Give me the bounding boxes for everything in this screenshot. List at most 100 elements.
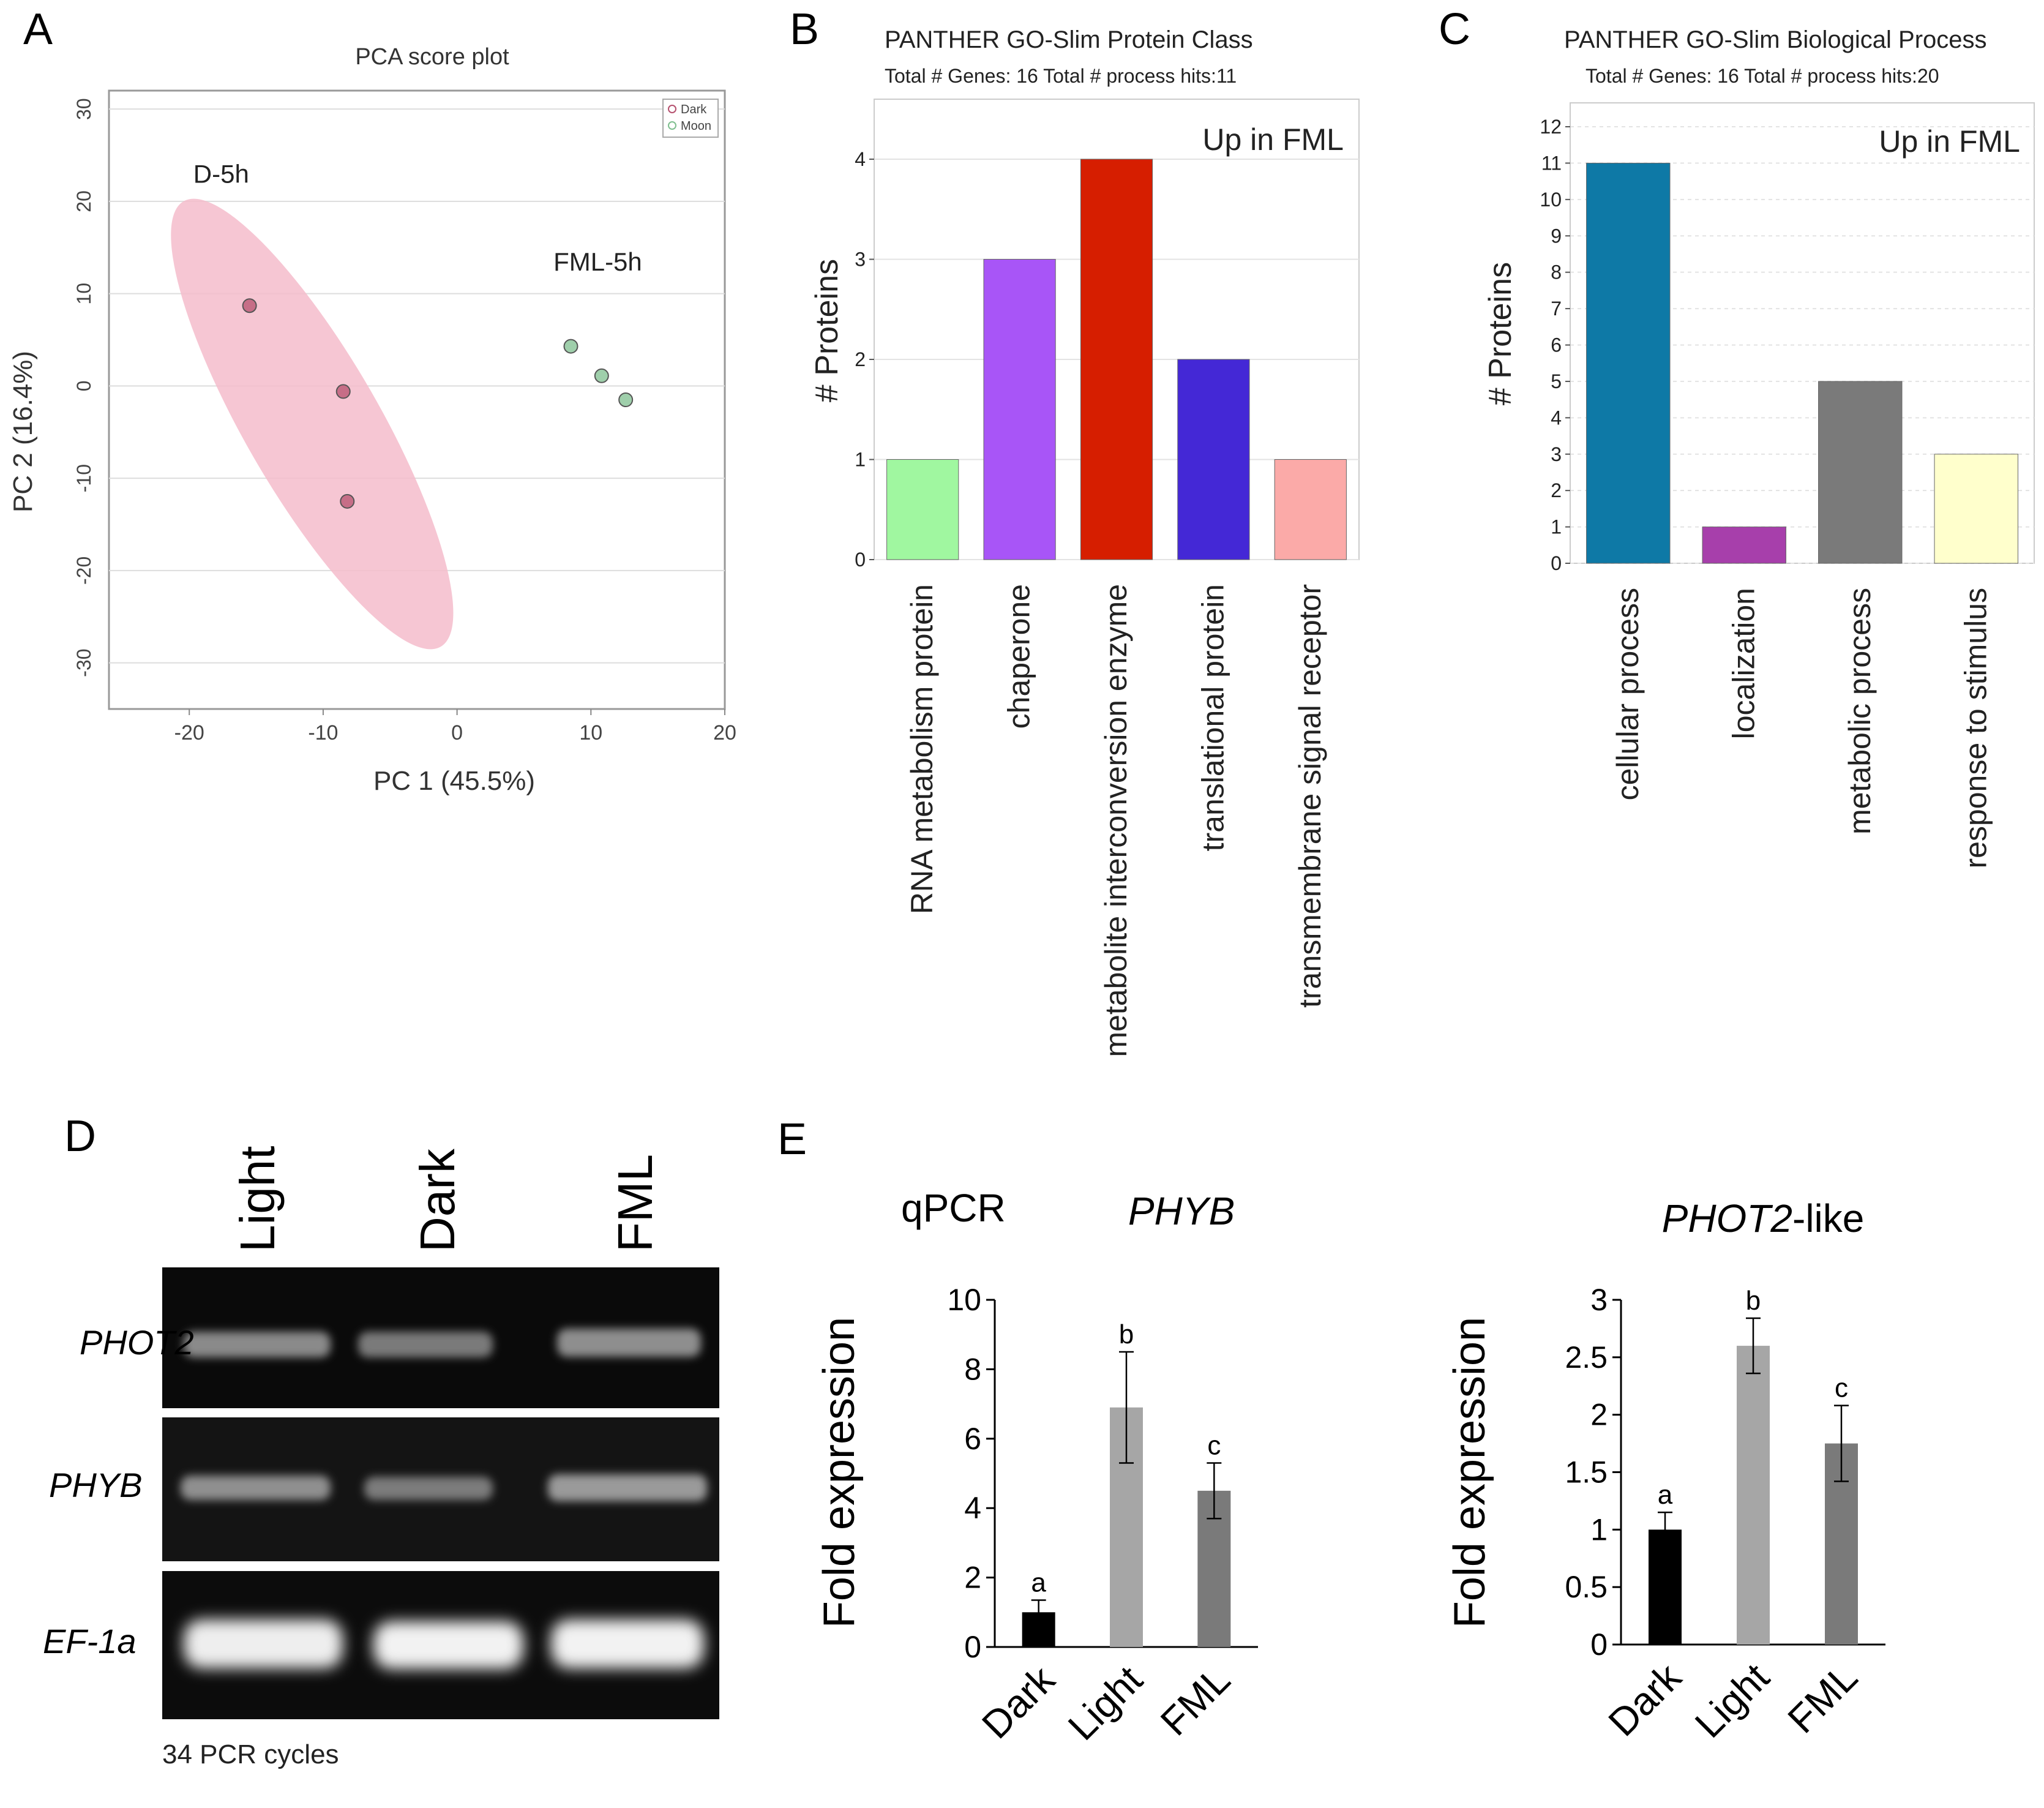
biological-process-y-tick-label: 7 bbox=[1551, 298, 1562, 320]
pca-x-axis-label: PC 1 (45.5%) bbox=[373, 766, 535, 796]
gene-label-ef1a: EF-1a bbox=[43, 1622, 137, 1660]
protein-class-y-tick-label: 4 bbox=[855, 148, 866, 170]
qpcr-phyb-y-tick-label: 8 bbox=[964, 1352, 981, 1386]
gene-label-phot2: PHOT2 bbox=[80, 1323, 194, 1362]
protein-class-bars bbox=[886, 159, 1347, 560]
qpcr-bars-phot2: a b c bbox=[1649, 1286, 1858, 1645]
qpcr-phyb-significance-dark: a bbox=[1031, 1567, 1046, 1597]
legend-marker-dark bbox=[668, 105, 676, 113]
qpcr-phot2-y-tick-label: 1 bbox=[1590, 1512, 1608, 1547]
qpcr-phot2-y-tick-label: 3 bbox=[1590, 1283, 1608, 1317]
qpcr-y-axis-label-phyb: Fold expression bbox=[815, 1317, 864, 1628]
protein-class-y-tick-label: 0 bbox=[855, 549, 866, 571]
biological-process-annotation: Up in FML bbox=[1879, 124, 2020, 159]
qpcr-title-phyb: PHYB bbox=[1128, 1189, 1235, 1233]
pca-point-moon-3 bbox=[618, 392, 634, 407]
protein-class-category-chaperone: chaperone bbox=[1002, 584, 1036, 729]
pca-y-tick-label: -20 bbox=[73, 557, 95, 585]
lane-label-fml: FML bbox=[608, 1154, 662, 1252]
legend-marker-moon bbox=[668, 121, 676, 130]
gel-band-phyb-light bbox=[181, 1476, 331, 1500]
gel-band-ef1a-fml bbox=[551, 1619, 704, 1668]
qpcr-axes-phot2: 0 0.5 1 1.5 2 2.5 3 bbox=[1565, 1283, 1885, 1662]
qpcr-phot2-category-light: Light bbox=[1686, 1655, 1778, 1746]
gel-band-ef1a-light bbox=[184, 1619, 343, 1668]
qpcr-axes-phyb: 0 2 4 6 8 10 bbox=[947, 1283, 1258, 1664]
biological-process-title: PANTHER GO-Slim Biological Process bbox=[1564, 26, 1987, 53]
protein-class-subtitle: Total # Genes: 16 Total # process hits:1… bbox=[885, 65, 1237, 87]
biological-process-category-cellular-process: cellular process bbox=[1611, 588, 1645, 800]
panel-letter-c: C bbox=[1439, 5, 1470, 54]
pca-y-tick-label: -10 bbox=[73, 464, 95, 492]
pca-x-tick-label: 20 bbox=[713, 721, 736, 745]
protein-class-y-tick-label: 3 bbox=[855, 249, 866, 271]
pca-group-label-dark: D-5h bbox=[193, 160, 249, 189]
gel-band-phot2-light bbox=[184, 1332, 331, 1357]
pca-x-tick-label: -20 bbox=[174, 721, 204, 745]
pca-point-dark-3 bbox=[340, 493, 355, 509]
panel-letter-a: A bbox=[23, 5, 53, 54]
protein-class-y-tick-label: 1 bbox=[855, 449, 866, 471]
biological-process-y-tick-label: 10 bbox=[1540, 189, 1562, 211]
lane-label-light: Light bbox=[230, 1146, 285, 1252]
legend-label-moon: Moon bbox=[681, 119, 711, 133]
pca-y-tick-label: 20 bbox=[73, 190, 95, 212]
protein-class-category-rna-metabolism-protein: RNA metabolism protein bbox=[905, 584, 939, 914]
biological-process-category-metabolic-process: metabolic process bbox=[1843, 588, 1877, 835]
gel-band-phot2-dark bbox=[358, 1332, 493, 1357]
protein-class-y-axis-label: # Proteins bbox=[809, 259, 845, 402]
pca-point-dark-1 bbox=[242, 298, 257, 313]
qpcr-phot2-y-tick-label: 2 bbox=[1590, 1398, 1608, 1432]
biological-process-y-tick-label: 6 bbox=[1551, 334, 1562, 356]
pca-y-tick-label: -30 bbox=[73, 649, 95, 677]
qpcr-phot2-significance-light: b bbox=[1746, 1286, 1761, 1316]
qpcr-phyb-y-tick-label: 0 bbox=[964, 1630, 981, 1664]
gel-band-ef1a-dark bbox=[373, 1621, 523, 1669]
pca-point-moon-2 bbox=[594, 368, 609, 383]
protein-class-bar-metabolite-interconversion-enzyme bbox=[1080, 159, 1153, 560]
qpcr-phot2-y-tick-label: 0.5 bbox=[1565, 1570, 1608, 1604]
gel-band-phyb-fml bbox=[548, 1474, 707, 1501]
protein-class-y-tick-label: 2 bbox=[855, 348, 866, 370]
pca-y-axis-label: PC 2 (16.4%) bbox=[8, 351, 38, 512]
qpcr-phyb-y-tick-label: 10 bbox=[947, 1283, 981, 1317]
pca-y-tick-label: 0 bbox=[73, 380, 95, 391]
panel-a: A PCA score plot -30 -20 -10 0 10 20 30 -20 -10 0… bbox=[8, 5, 736, 796]
panel-letter-b: B bbox=[790, 5, 819, 54]
qpcr-phot2-significance-fml: c bbox=[1835, 1373, 1848, 1403]
biological-process-y-tick-label: 9 bbox=[1551, 225, 1562, 247]
biological-process-bar-localization bbox=[1702, 527, 1786, 564]
qpcr-phyb-y-tick-label: 4 bbox=[964, 1491, 981, 1525]
pca-legend: Dark Moon bbox=[662, 99, 719, 138]
biological-process-category-response-to-stimulus: response to stimulus bbox=[1958, 588, 1993, 869]
qpcr-phot2-significance-dark: a bbox=[1658, 1480, 1673, 1510]
qpcr-phyb-significance-fml: c bbox=[1207, 1430, 1221, 1460]
qpcr-phyb-y-tick-label: 2 bbox=[964, 1561, 981, 1595]
pca-point-dark-2 bbox=[335, 384, 351, 399]
pca-point-moon-1 bbox=[563, 339, 578, 354]
protein-class-bar-rna-metabolism-protein bbox=[886, 459, 959, 560]
gel-band-phyb-dark bbox=[364, 1477, 493, 1500]
biological-process-y-tick-label: 5 bbox=[1551, 370, 1562, 392]
qpcr-phot2-category-fml: FML bbox=[1779, 1655, 1865, 1741]
biological-process-bars bbox=[1586, 162, 2018, 564]
qpcr-phot2-y-tick-label: 2.5 bbox=[1565, 1340, 1608, 1375]
qpcr-phot2-y-tick-label: 0 bbox=[1590, 1627, 1608, 1662]
pca-group-label-moon: FML-5h bbox=[553, 247, 642, 276]
pca-y-tick-label: 10 bbox=[73, 283, 95, 305]
biological-process-subtitle: Total # Genes: 16 Total # process hits:2… bbox=[1585, 65, 1939, 87]
qpcr-title-phot2: PHOT2-like bbox=[1662, 1196, 1865, 1240]
biological-process-y-tick-label: 8 bbox=[1551, 261, 1562, 283]
qpcr-phyb-category-dark: Dark bbox=[973, 1657, 1063, 1747]
biological-process-bar-cellular-process bbox=[1586, 162, 1671, 564]
pca-x-tick-label: 0 bbox=[451, 721, 463, 745]
pca-points bbox=[242, 298, 634, 509]
biological-process-y-tick-label: 0 bbox=[1551, 552, 1562, 574]
protein-class-category-labels: RNA metabolism protein chaperone metabolit… bbox=[905, 584, 1327, 1057]
pca-confidence-ellipse-dark bbox=[171, 198, 454, 650]
